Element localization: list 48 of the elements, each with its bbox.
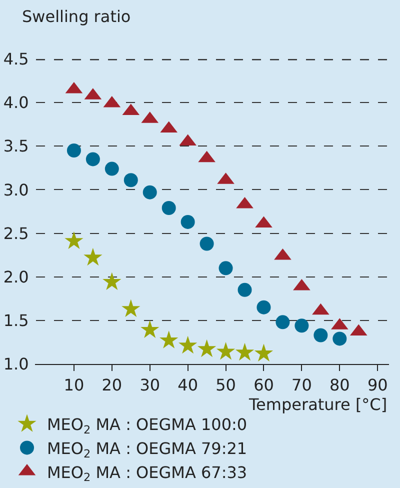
y-tick-label: 2.0 <box>3 267 29 286</box>
x-tick-label: 40 <box>178 375 198 394</box>
y-tick-label: 1.0 <box>3 354 29 374</box>
point <box>218 261 233 276</box>
legend-label: MEO$_{2}$ MA : OEGMA 79:21 <box>47 438 248 460</box>
x-tick-label: 70 <box>292 375 312 394</box>
point <box>140 320 160 338</box>
x-tick-label: 60 <box>254 375 274 394</box>
point <box>84 248 102 266</box>
point <box>104 162 119 176</box>
point <box>254 344 274 362</box>
point <box>200 236 214 251</box>
point <box>256 300 271 314</box>
y-tick-label: 1.5 <box>3 311 29 330</box>
x-tick-label: 50 <box>216 375 236 394</box>
legend-label: MEO$_{2}$ MA : OEGMA 100:0 <box>47 415 248 436</box>
x-tick-label: 80 <box>329 375 350 394</box>
point <box>332 332 347 346</box>
point <box>142 185 157 200</box>
x-tick-label: 90 <box>367 375 388 394</box>
point <box>197 339 216 358</box>
x-tick-label: 20 <box>102 375 122 394</box>
point <box>216 342 236 360</box>
point <box>314 328 328 342</box>
point <box>64 231 84 250</box>
point <box>102 272 122 290</box>
legend-label: MEO$_{2}$ MA : OEGMA 67:33 <box>47 462 248 484</box>
point <box>276 315 290 330</box>
y-tick-label: 3.5 <box>3 136 29 156</box>
point <box>178 336 198 354</box>
point <box>238 282 252 297</box>
point <box>122 299 140 318</box>
y-tick-label: 4.5 <box>3 50 29 69</box>
point <box>160 330 178 348</box>
x-axis-title: Temperature [°C] <box>248 395 388 414</box>
x-tick-label: 10 <box>64 375 84 394</box>
y-tick-label: 3.0 <box>3 180 29 200</box>
point <box>294 318 309 333</box>
point <box>162 201 176 216</box>
point <box>235 342 254 361</box>
y-axis-title: Swelling ratio <box>22 7 131 26</box>
point <box>86 152 100 166</box>
point <box>180 214 195 229</box>
point <box>66 144 81 158</box>
y-tick-label: 4.0 <box>3 93 29 112</box>
y-tick-label: 2.5 <box>3 224 29 243</box>
x-tick-label: 30 <box>140 375 160 394</box>
point <box>124 173 138 188</box>
